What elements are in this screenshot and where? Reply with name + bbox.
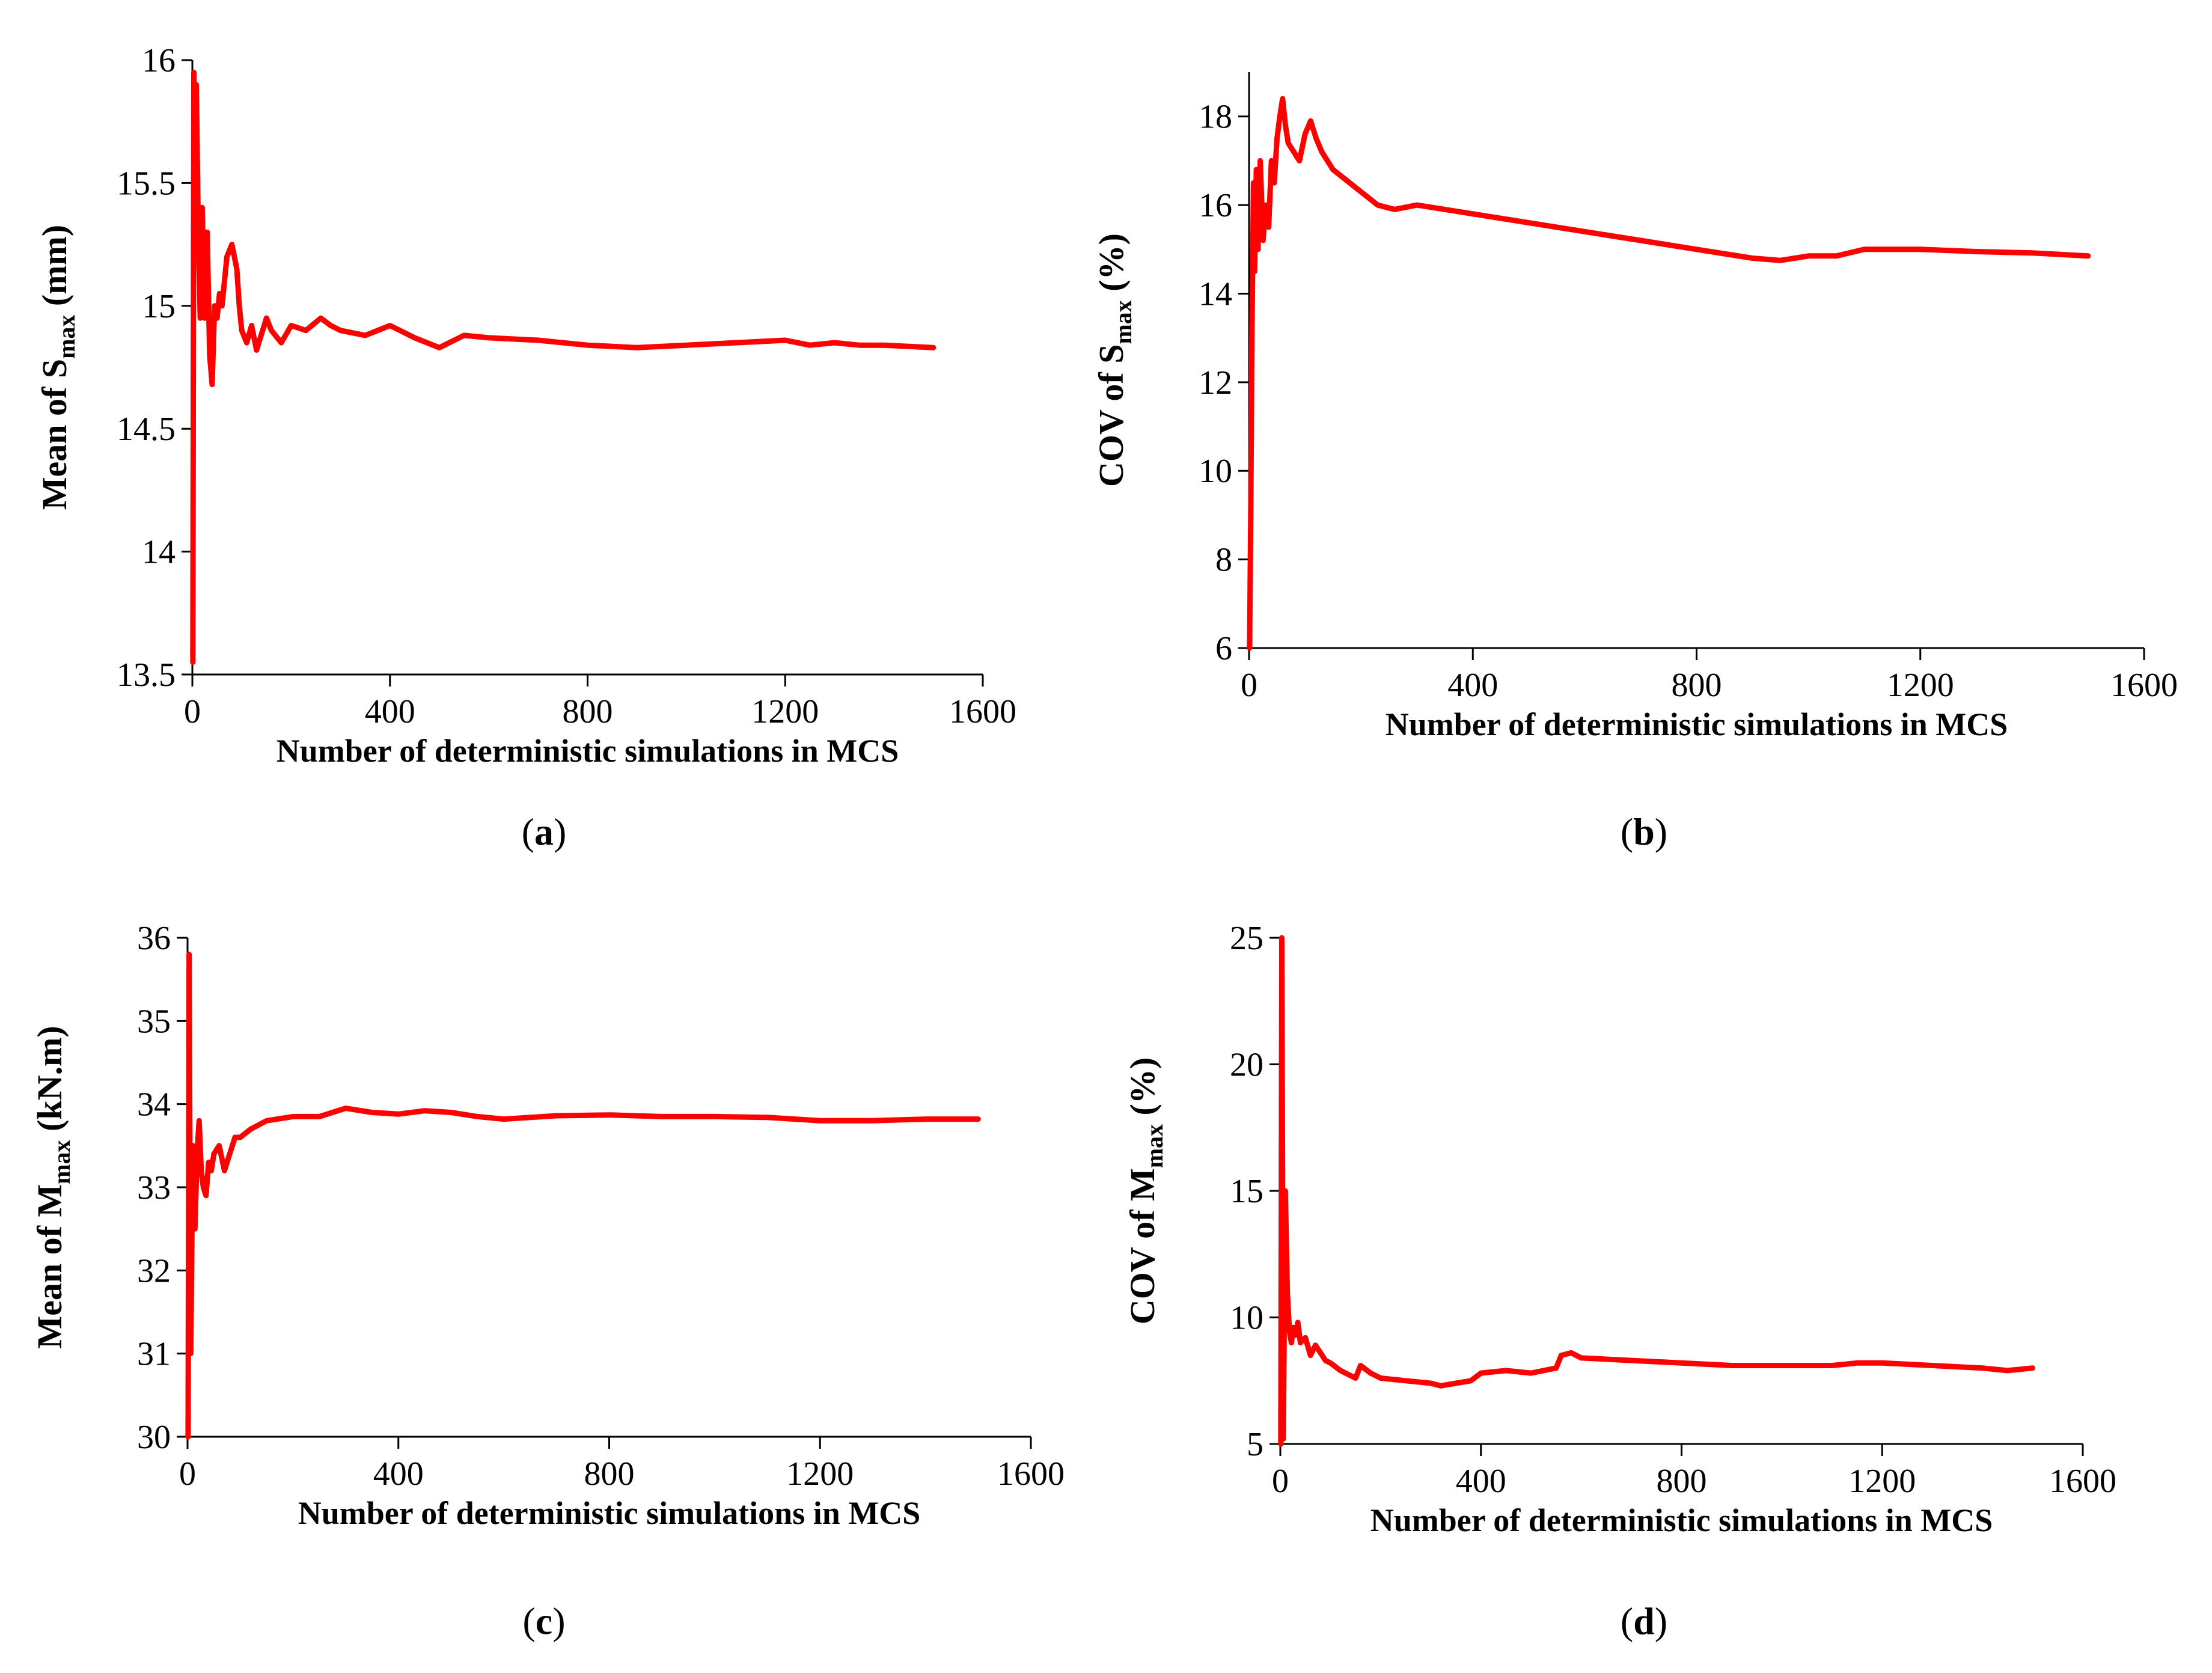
y-tick-label: 33 — [137, 1169, 171, 1207]
y-tick-label: 10 — [1199, 453, 1232, 490]
x-tick-label: 0 — [179, 1455, 196, 1493]
y-tick-label: 15 — [1230, 1173, 1263, 1210]
x-tick-label: 800 — [1672, 667, 1722, 704]
x-axis-label: Number of deterministic simulations in M… — [1386, 706, 2008, 742]
y-tick-label: 35 — [137, 1003, 171, 1040]
y-tick-label: 34 — [137, 1086, 171, 1124]
y-axis-label-unit: (mm) — [35, 225, 74, 315]
y-tick-label: 14 — [142, 534, 176, 571]
caption-letter: b — [1633, 810, 1655, 853]
y-tick-label: 14 — [1199, 275, 1232, 313]
x-tick-label: 400 — [1456, 1463, 1506, 1500]
x-tick-label: 400 — [365, 693, 415, 730]
y-tick-label: 16 — [1199, 187, 1232, 224]
x-tick-label: 1600 — [949, 693, 1016, 730]
y-axis-label-unit: (kN.m) — [30, 1026, 69, 1140]
x-axis-label: Number of deterministic simulations in M… — [276, 733, 899, 769]
y-axis-label: Mean of Mmax (kN.m) — [30, 1026, 75, 1348]
x-tick-label: 0 — [1241, 667, 1257, 704]
y-tick-label: 16 — [142, 42, 176, 79]
caption-letter: c — [536, 1600, 552, 1642]
panel-caption: (d) — [1621, 1600, 1667, 1642]
caption-close-paren: ) — [1655, 810, 1667, 853]
y-tick-label: 10 — [1230, 1300, 1263, 1337]
x-tick-label: 800 — [1657, 1463, 1707, 1500]
y-tick-label: 12 — [1199, 364, 1232, 402]
y-axis-label-unit: (%) — [1123, 1057, 1162, 1124]
x-tick-label: 400 — [373, 1455, 424, 1493]
panel-caption: (a) — [522, 810, 567, 853]
y-tick-label: 15.5 — [117, 165, 176, 202]
panel-caption: (b) — [1621, 810, 1667, 853]
y-axis-label-main: COV of M — [1123, 1168, 1162, 1324]
series-line — [1247, 96, 2091, 651]
x-tick-label: 0 — [184, 693, 201, 730]
y-axis-label-main: COV of S — [1092, 344, 1131, 487]
y-tick-label: 5 — [1247, 1426, 1263, 1463]
series-line — [190, 69, 936, 665]
chart-panel-c: 0 400 800 1200 1600 30 31 32 33 34 35 36 Number of d… — [30, 920, 1065, 1642]
y-axis-label-subscript: max — [53, 315, 80, 359]
y-axis-label: Mean of Smax (mm) — [35, 225, 80, 510]
y-axis-label-main: Mean of M — [30, 1184, 69, 1349]
x-tick-label: 800 — [584, 1455, 635, 1493]
y-tick-label: 31 — [137, 1336, 171, 1373]
x-axis-label: Number of deterministic simulations in M… — [298, 1495, 921, 1531]
x-tick-label: 1600 — [2110, 667, 2178, 704]
y-axis-label-main: Mean of S — [35, 359, 74, 510]
y-tick-label: 20 — [1230, 1047, 1263, 1084]
chart-panel-d: 0 400 800 1200 1600 5 10 15 20 25 Number of determ… — [1123, 920, 2116, 1642]
y-tick-label: 14.5 — [117, 411, 176, 448]
x-tick-label: 1200 — [786, 1455, 854, 1493]
caption-letter: d — [1633, 1600, 1655, 1642]
chart-panel-b: 0 400 800 1200 1600 6 8 10 12 14 16 18 Number of det… — [1092, 72, 2178, 853]
caption-close-paren: ) — [1655, 1600, 1667, 1642]
y-tick-label: 15 — [142, 288, 176, 325]
series-line — [185, 952, 981, 1440]
y-axis-label: COV of Smax (%) — [1092, 233, 1137, 487]
y-axis-label: COV of Mmax (%) — [1123, 1057, 1168, 1324]
y-tick-label: 13.5 — [117, 656, 176, 694]
x-axis-label: Number of deterministic simulations in M… — [1370, 1502, 1993, 1538]
x-tick-label: 1200 — [1887, 667, 1954, 704]
y-tick-label: 18 — [1199, 99, 1232, 136]
y-tick-label: 8 — [1215, 542, 1232, 579]
x-tick-label: 1600 — [997, 1455, 1065, 1493]
caption-close-paren: ) — [554, 810, 566, 853]
y-axis-label-subscript: max — [48, 1140, 75, 1184]
series-line — [1278, 935, 2036, 1447]
y-axis-label-subscript: max — [1141, 1124, 1168, 1168]
x-tick-label: 1600 — [2049, 1463, 2116, 1500]
y-tick-label: 32 — [137, 1252, 171, 1289]
x-tick-label: 0 — [1272, 1463, 1289, 1500]
x-tick-label: 800 — [563, 693, 613, 730]
caption-open-paren: ( — [1621, 1600, 1633, 1642]
chart-panel-a: 0 400 800 1200 1600 13.5 14 14.5 15 15.5 16 Number … — [35, 42, 1016, 853]
y-tick-label: 36 — [137, 920, 171, 957]
y-axis-label-unit: (%) — [1092, 233, 1131, 300]
y-tick-label: 30 — [137, 1419, 171, 1456]
caption-open-paren: ( — [1621, 810, 1633, 853]
y-axis-label-subscript: max — [1110, 300, 1137, 344]
x-tick-label: 1200 — [1848, 1463, 1916, 1500]
caption-open-paren: ( — [522, 1600, 535, 1642]
panel-caption: (c) — [522, 1600, 565, 1642]
caption-open-paren: ( — [522, 810, 534, 853]
y-tick-label: 25 — [1230, 920, 1263, 957]
x-tick-label: 1200 — [751, 693, 819, 730]
caption-close-paren: ) — [552, 1600, 565, 1642]
x-tick-label: 400 — [1447, 667, 1498, 704]
caption-letter: a — [534, 810, 554, 853]
y-tick-label: 6 — [1215, 630, 1232, 667]
